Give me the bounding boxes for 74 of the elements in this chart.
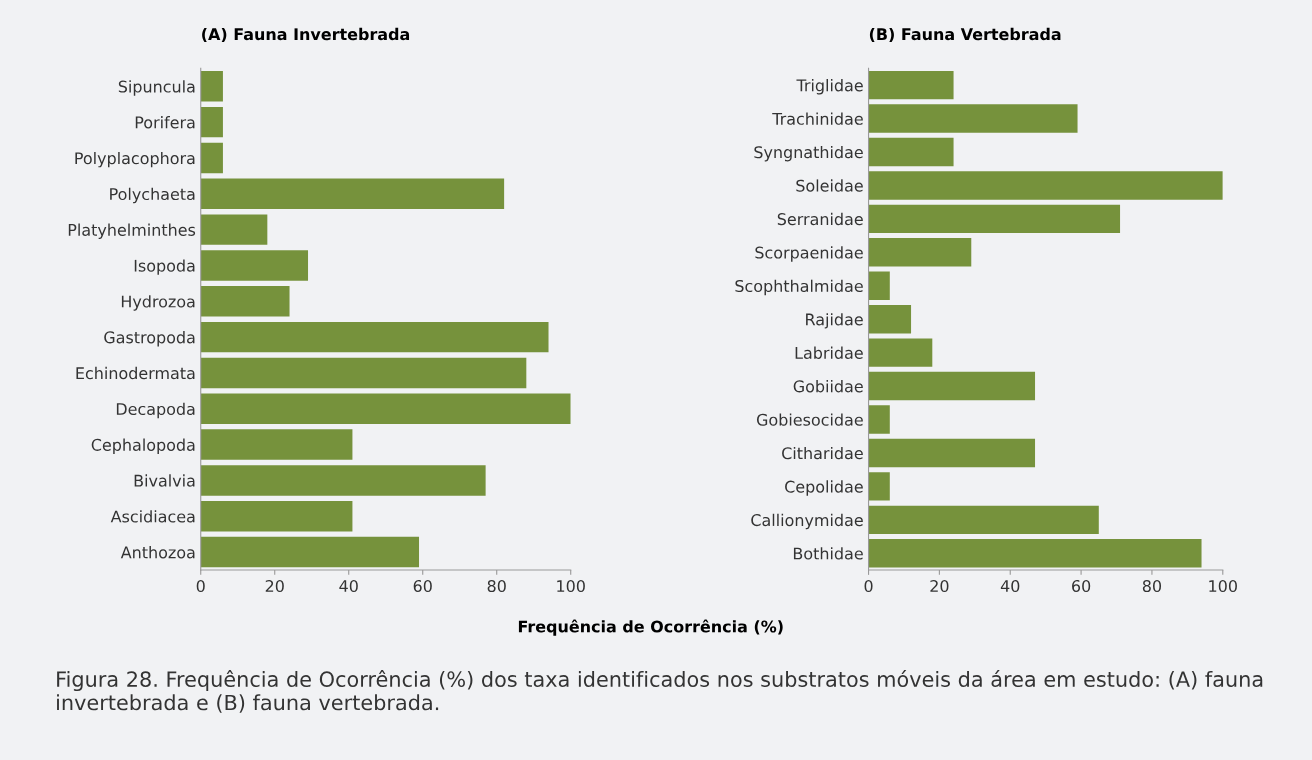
- y-tick-label: Syngnathidae: [754, 145, 863, 162]
- y-tick-label: Callionymidae: [751, 513, 863, 530]
- x-tick-label: 40: [339, 580, 358, 593]
- bar: [868, 171, 1223, 200]
- bar: [200, 501, 353, 532]
- bar: [868, 238, 972, 267]
- x-tick-label: 0: [864, 580, 873, 593]
- bar: [200, 178, 505, 210]
- bar: [200, 214, 268, 245]
- bar: [868, 304, 912, 334]
- chart-title: (B) Fauna Vertebrada: [869, 27, 1061, 43]
- chart-title: (A) Fauna Invertebrada: [202, 27, 410, 43]
- bar: [868, 70, 954, 100]
- bar: [200, 142, 223, 174]
- x-tick-label: 80: [487, 580, 506, 593]
- y-tick-label: Isopoda: [134, 259, 195, 275]
- y-tick-label: Polychaeta: [110, 187, 195, 204]
- bar: [868, 338, 933, 367]
- y-tick-label: Soleidae: [796, 179, 863, 192]
- y-tick-label: Hydrozoa: [121, 295, 195, 311]
- y-tick-label: Bivalvia: [134, 474, 195, 487]
- y-tick-label: Porifera: [135, 116, 195, 129]
- x-tick-label: 60: [413, 580, 432, 593]
- bar: [868, 104, 1078, 133]
- bar: [868, 271, 890, 300]
- bar: [868, 539, 1202, 568]
- y-tick-label: Gastropoda: [104, 331, 195, 347]
- bar: [868, 505, 1099, 535]
- y-tick-label: Labridae: [795, 346, 863, 359]
- text: Figura 28. Frequência de Ocorrência (%) dos taxa identificados nos substratos móveis da área em estudo: (A) fauna invertebrada e (B) fauna vertebrada.: [57, 670, 1263, 713]
- bar: [200, 536, 420, 568]
- y-tick-label: Scophthalmidae: [735, 279, 863, 296]
- y-tick-label: Triglidae: [796, 79, 863, 95]
- x-tick-label: 40: [1000, 580, 1020, 593]
- bar: [868, 438, 1036, 468]
- bar: [868, 204, 1121, 234]
- bar: [868, 137, 954, 167]
- bar: [200, 250, 309, 281]
- bar: [200, 106, 223, 138]
- y-tick-label: Sipuncula: [118, 80, 195, 96]
- x-axis-title: Frequência de Ocorrência (%): [518, 619, 783, 636]
- y-tick-label: Rajidae: [806, 313, 863, 329]
- y-tick-label: Anthozoa: [120, 546, 195, 559]
- y-tick-label: Trachinidae: [772, 112, 863, 125]
- y-tick-label: Echinodermata: [76, 366, 195, 380]
- bar: [868, 472, 890, 501]
- x-tick-label: 80: [1142, 580, 1162, 593]
- x-tick-label: 0: [196, 580, 205, 593]
- x-tick-label: 100: [1209, 580, 1237, 593]
- y-tick-label: Citharidae: [782, 446, 863, 460]
- y-tick-label: Gobiidae: [793, 380, 863, 393]
- y-tick-label: Polyplacophora: [75, 151, 195, 168]
- bar: [200, 357, 527, 389]
- bar: [200, 393, 571, 424]
- bar: [200, 71, 223, 102]
- bar: [200, 465, 486, 496]
- y-tick-label: Ascidiacea: [110, 510, 195, 523]
- bar: [868, 371, 1036, 401]
- bar: [200, 321, 549, 353]
- y-tick-label: Cepolidae: [785, 480, 863, 496]
- y-tick-label: Serranidae: [777, 212, 863, 226]
- y-tick-label: Cephalopoda: [91, 438, 195, 454]
- x-tick-label: 20: [265, 580, 284, 593]
- x-tick-label: 100: [557, 580, 585, 593]
- bar: [200, 286, 290, 317]
- y-tick-label: Scorpaenidae: [755, 246, 863, 262]
- x-tick-label: 20: [930, 580, 949, 593]
- y-tick-label: Gobiesocidae: [756, 413, 863, 426]
- bar: [868, 405, 890, 434]
- y-tick-label: Platyhelminthes: [68, 223, 196, 240]
- bar: [200, 429, 353, 460]
- y-tick-label: Decapoda: [116, 402, 195, 419]
- x-tick-label: 60: [1072, 580, 1091, 593]
- y-tick-label: Bothidae: [793, 547, 863, 560]
